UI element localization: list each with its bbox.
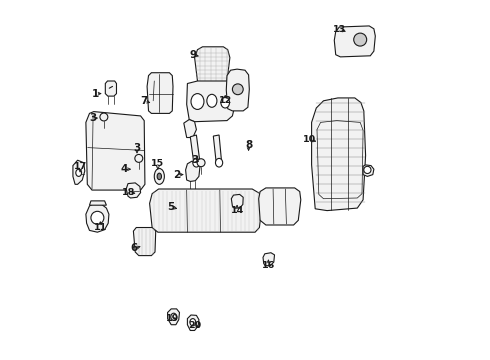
Polygon shape bbox=[263, 253, 274, 266]
Text: 10: 10 bbox=[303, 135, 317, 144]
Text: 2: 2 bbox=[173, 170, 180, 180]
Ellipse shape bbox=[216, 158, 222, 167]
Polygon shape bbox=[149, 189, 262, 232]
Ellipse shape bbox=[76, 169, 81, 176]
Polygon shape bbox=[168, 309, 179, 325]
Text: 5: 5 bbox=[168, 202, 175, 212]
Text: 3: 3 bbox=[90, 113, 97, 123]
Text: 8: 8 bbox=[245, 140, 252, 150]
Text: 3: 3 bbox=[191, 155, 198, 165]
Polygon shape bbox=[86, 203, 109, 232]
Text: 1: 1 bbox=[92, 89, 99, 99]
Text: 15: 15 bbox=[151, 159, 165, 168]
Ellipse shape bbox=[354, 33, 367, 46]
Polygon shape bbox=[187, 81, 236, 122]
Ellipse shape bbox=[135, 154, 143, 162]
Text: 7: 7 bbox=[141, 96, 148, 106]
Text: 9: 9 bbox=[189, 50, 196, 60]
Polygon shape bbox=[231, 194, 243, 208]
Ellipse shape bbox=[91, 211, 104, 224]
Text: 12: 12 bbox=[219, 96, 232, 105]
Ellipse shape bbox=[193, 158, 200, 167]
Polygon shape bbox=[213, 135, 221, 163]
Ellipse shape bbox=[232, 84, 243, 95]
Polygon shape bbox=[363, 165, 374, 176]
Text: 6: 6 bbox=[130, 243, 138, 253]
Text: 11: 11 bbox=[94, 223, 107, 232]
Ellipse shape bbox=[100, 113, 108, 121]
Polygon shape bbox=[90, 201, 106, 205]
Text: 17: 17 bbox=[74, 162, 87, 171]
Text: 13: 13 bbox=[333, 25, 346, 34]
Polygon shape bbox=[105, 81, 117, 96]
Polygon shape bbox=[147, 73, 173, 113]
Ellipse shape bbox=[197, 159, 205, 167]
Polygon shape bbox=[86, 112, 145, 190]
Ellipse shape bbox=[157, 173, 162, 180]
Text: 18: 18 bbox=[122, 188, 136, 197]
Ellipse shape bbox=[207, 94, 217, 107]
Text: 14: 14 bbox=[230, 206, 244, 215]
Polygon shape bbox=[126, 183, 141, 198]
Text: 19: 19 bbox=[166, 314, 179, 323]
Polygon shape bbox=[226, 69, 249, 111]
Ellipse shape bbox=[221, 97, 229, 108]
Polygon shape bbox=[187, 315, 199, 330]
Text: 4: 4 bbox=[121, 164, 128, 174]
Polygon shape bbox=[73, 160, 85, 184]
Polygon shape bbox=[195, 47, 230, 84]
Polygon shape bbox=[184, 120, 196, 138]
Ellipse shape bbox=[191, 94, 204, 109]
Polygon shape bbox=[312, 98, 366, 211]
Text: 16: 16 bbox=[262, 261, 275, 270]
Polygon shape bbox=[186, 161, 200, 181]
Ellipse shape bbox=[190, 319, 196, 326]
Polygon shape bbox=[334, 26, 375, 57]
Polygon shape bbox=[190, 135, 200, 164]
Ellipse shape bbox=[154, 168, 164, 184]
Ellipse shape bbox=[364, 166, 371, 174]
Polygon shape bbox=[133, 228, 156, 256]
Text: 3: 3 bbox=[133, 143, 141, 153]
Ellipse shape bbox=[171, 313, 176, 320]
Polygon shape bbox=[259, 188, 301, 225]
Text: 20: 20 bbox=[188, 321, 201, 330]
